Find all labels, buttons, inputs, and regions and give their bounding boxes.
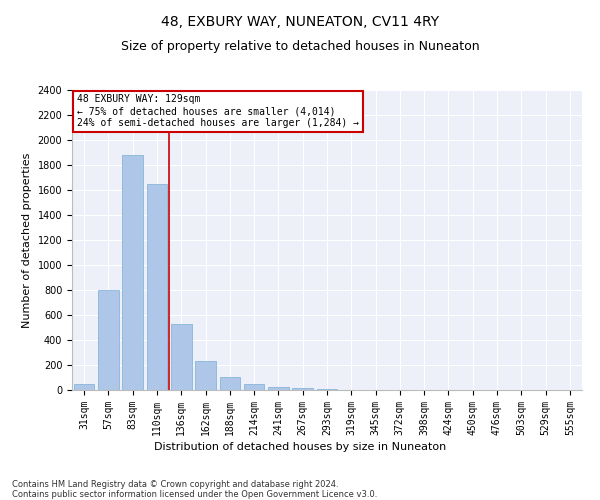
- Bar: [146, 184, 167, 390]
- Bar: [268, 387, 289, 390]
- Y-axis label: Number of detached properties: Number of detached properties: [22, 152, 32, 328]
- Bar: [220, 377, 240, 390]
- Bar: [195, 360, 216, 390]
- Bar: [122, 155, 143, 390]
- Bar: [171, 324, 191, 390]
- Bar: [98, 290, 119, 390]
- Bar: [244, 384, 265, 390]
- Bar: [292, 388, 313, 390]
- Bar: [74, 384, 94, 390]
- Text: 48, EXBURY WAY, NUNEATON, CV11 4RY: 48, EXBURY WAY, NUNEATON, CV11 4RY: [161, 15, 439, 29]
- Text: Distribution of detached houses by size in Nuneaton: Distribution of detached houses by size …: [154, 442, 446, 452]
- Text: Size of property relative to detached houses in Nuneaton: Size of property relative to detached ho…: [121, 40, 479, 53]
- Bar: [317, 389, 337, 390]
- Text: 48 EXBURY WAY: 129sqm
← 75% of detached houses are smaller (4,014)
24% of semi-d: 48 EXBURY WAY: 129sqm ← 75% of detached …: [77, 94, 359, 128]
- Text: Contains HM Land Registry data © Crown copyright and database right 2024.
Contai: Contains HM Land Registry data © Crown c…: [12, 480, 377, 500]
